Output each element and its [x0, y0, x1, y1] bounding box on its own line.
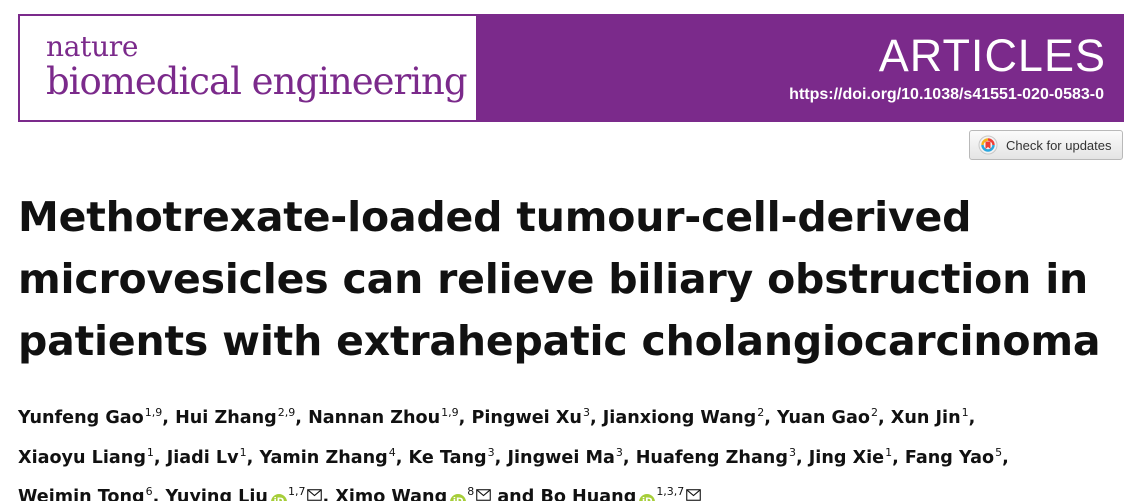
- author-name: Pingwei Xu: [471, 408, 582, 428]
- author-affiliation: 3: [487, 445, 495, 459]
- orcid-icon[interactable]: iD: [270, 494, 287, 501]
- doi-link[interactable]: https://doi.org/10.1038/s41551-020-0583-…: [789, 86, 1104, 103]
- journal-logo-nature: nature: [46, 30, 139, 63]
- author-separator: ,: [877, 408, 891, 428]
- author-name: Weimin Tong: [18, 487, 145, 501]
- orcid-icon[interactable]: iD: [639, 494, 656, 501]
- author-name: Ke Tang: [408, 447, 487, 468]
- author[interactable]: Yuan Gao2: [777, 406, 878, 428]
- author[interactable]: Jingwei Ma3: [507, 445, 623, 468]
- author-affiliation: 8: [467, 485, 475, 498]
- author[interactable]: Hui Zhang2,9: [175, 406, 296, 428]
- author-separator: ,: [458, 408, 472, 428]
- check-for-updates-button[interactable]: Check for updates: [969, 130, 1123, 160]
- author[interactable]: Yunfeng Gao1,9: [18, 406, 163, 428]
- author-affiliation: 1: [961, 406, 969, 419]
- email-icon[interactable]: [307, 489, 323, 501]
- author-name: Yamin Zhang: [259, 447, 388, 468]
- author-affiliation: 1: [885, 445, 893, 459]
- article-type-banner: ARTICLES https://doi.org/10.1038/s41551-…: [476, 14, 1124, 122]
- author-affiliation: 3: [788, 445, 796, 459]
- journal-logo-name: biomedical engineering: [46, 60, 468, 103]
- author-separator: ,: [152, 487, 166, 501]
- author-name: Fang Yao: [904, 447, 995, 468]
- author-affiliation: 1,3,7: [656, 485, 685, 498]
- author-separator: ,: [764, 408, 778, 428]
- author-affiliation: 5: [995, 445, 1003, 459]
- author[interactable]: Weimin Tong6: [18, 485, 153, 501]
- author-affiliation: 3: [615, 445, 623, 459]
- author-line: Yunfeng Gao1,9, Hui Zhang2,9, Nannan Zho…: [18, 396, 1128, 436]
- author-list: Yunfeng Gao1,9, Hui Zhang2,9, Nannan Zho…: [18, 396, 1128, 501]
- author-name: Bo Huang: [540, 487, 637, 501]
- author[interactable]: Fang Yao5: [904, 445, 1003, 468]
- author[interactable]: Huafeng Zhang3: [635, 445, 796, 468]
- author[interactable]: Jing Xie1: [808, 445, 893, 468]
- author-separator: ,: [589, 408, 603, 428]
- author-affiliation: 1: [146, 445, 154, 459]
- author[interactable]: Bo HuangiD1,3,7: [540, 485, 702, 501]
- check-for-updates-icon: [978, 135, 998, 155]
- author-affiliation: 6: [145, 485, 153, 498]
- author[interactable]: Yamin Zhang4: [259, 445, 396, 468]
- author[interactable]: Pingwei Xu3: [471, 406, 590, 428]
- author-separator: ,: [968, 408, 976, 428]
- author-line: Xiaoyu Liang1, Jiadi Lv1, Yamin Zhang4, …: [18, 436, 1128, 476]
- author-separator: ,: [622, 447, 636, 468]
- article-type-label: ARTICLES: [878, 30, 1106, 81]
- author-separator: and: [491, 487, 541, 501]
- author-name: Hui Zhang: [175, 408, 277, 428]
- author-affiliation: 1,9: [144, 406, 163, 419]
- author-affiliation: 1,9: [441, 406, 459, 419]
- author-name: Yuan Gao: [777, 408, 870, 428]
- author-line: Weimin Tong6, Yuying LiuiD1,7, Ximo Wang…: [18, 475, 1128, 501]
- author-separator: ,: [1002, 447, 1009, 468]
- author-separator: ,: [162, 408, 176, 428]
- article-title-line: patients with extrahepatic cholangiocarc…: [18, 317, 1101, 365]
- author-affiliation: 4: [388, 445, 396, 459]
- author-separator: ,: [795, 447, 809, 468]
- journal-logo[interactable]: nature biomedical engineering: [18, 14, 476, 122]
- author-affiliation: 1,7: [287, 485, 306, 498]
- article-title: Methotrexate-loaded tumour-cell-derived …: [18, 186, 1118, 372]
- author[interactable]: Xun Jin1: [890, 406, 969, 428]
- author-affiliation: 3: [582, 406, 590, 419]
- check-for-updates-label: Check for updates: [1006, 137, 1112, 153]
- author-name: Jianxiong Wang: [602, 408, 757, 428]
- author-affiliation: 2: [870, 406, 878, 419]
- author[interactable]: Nannan Zhou1,9: [308, 406, 459, 428]
- author-name: Jingwei Ma: [507, 447, 615, 468]
- author[interactable]: Xiaoyu Liang1: [18, 445, 154, 468]
- author-separator: ,: [395, 447, 409, 468]
- author-name: Yunfeng Gao: [18, 408, 144, 428]
- author-affiliation: 2,9: [277, 406, 296, 419]
- author-separator: ,: [494, 447, 508, 468]
- author-name: Xiaoyu Liang: [18, 447, 146, 468]
- author[interactable]: Ximo WangiD8: [335, 485, 491, 501]
- author-name: Nannan Zhou: [308, 408, 441, 428]
- author-separator: ,: [322, 487, 336, 501]
- author-separator: ,: [892, 447, 905, 468]
- author-name: Ximo Wang: [335, 487, 448, 501]
- journal-header: nature biomedical engineering ARTICLES h…: [18, 14, 1124, 122]
- author[interactable]: Yuying LiuiD1,7: [165, 485, 323, 501]
- author-name: Jing Xie: [808, 447, 885, 468]
- author-affiliation: 1: [239, 445, 247, 459]
- author[interactable]: Jiadi Lv1: [166, 445, 247, 468]
- article-title-line: microvesicles can relieve biliary obstru…: [18, 255, 1089, 303]
- email-icon[interactable]: [686, 489, 702, 501]
- author-name: Xun Jin: [890, 408, 961, 428]
- article-title-line: Methotrexate-loaded tumour-cell-derived: [18, 193, 972, 241]
- email-icon[interactable]: [476, 489, 491, 501]
- author-name: Jiadi Lv: [166, 447, 239, 468]
- orcid-icon[interactable]: iD: [450, 494, 467, 501]
- author-name: Yuying Liu: [165, 487, 268, 501]
- author-name: Huafeng Zhang: [635, 447, 788, 468]
- author[interactable]: Ke Tang3: [408, 445, 495, 468]
- author[interactable]: Jianxiong Wang2: [602, 406, 765, 428]
- author-affiliation: 2: [757, 406, 765, 419]
- author-separator: ,: [246, 447, 260, 468]
- author-separator: ,: [153, 447, 167, 468]
- author-separator: ,: [295, 408, 309, 428]
